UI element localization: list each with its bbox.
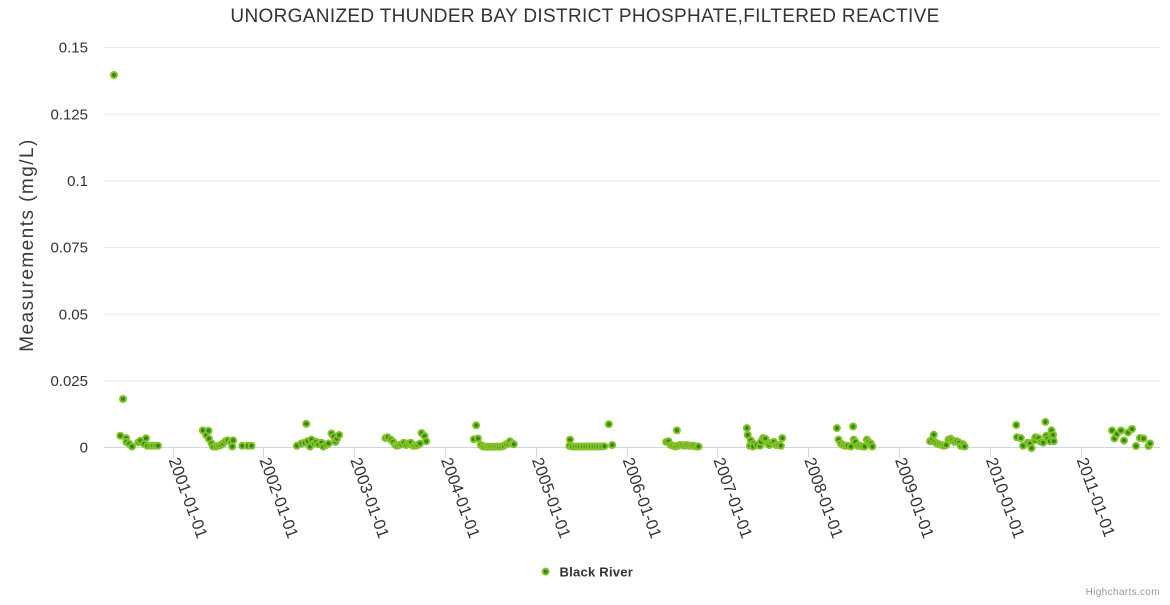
svg-text:0.025: 0.025 xyxy=(50,373,88,390)
svg-text:Black River: Black River xyxy=(560,565,634,580)
svg-text:0: 0 xyxy=(80,440,88,457)
svg-text:0.075: 0.075 xyxy=(50,240,88,257)
svg-text:0.1: 0.1 xyxy=(67,173,88,190)
svg-text:0.05: 0.05 xyxy=(59,306,88,323)
svg-text:0.125: 0.125 xyxy=(50,106,88,123)
svg-text:0.15: 0.15 xyxy=(59,40,88,57)
svg-text:Measurements (mg/L): Measurements (mg/L) xyxy=(17,138,38,352)
svg-text:Highcharts.com: Highcharts.com xyxy=(1086,587,1160,598)
svg-text:UNORGANIZED THUNDER BAY DISTRI: UNORGANIZED THUNDER BAY DISTRICT PHOSPHA… xyxy=(230,6,939,27)
